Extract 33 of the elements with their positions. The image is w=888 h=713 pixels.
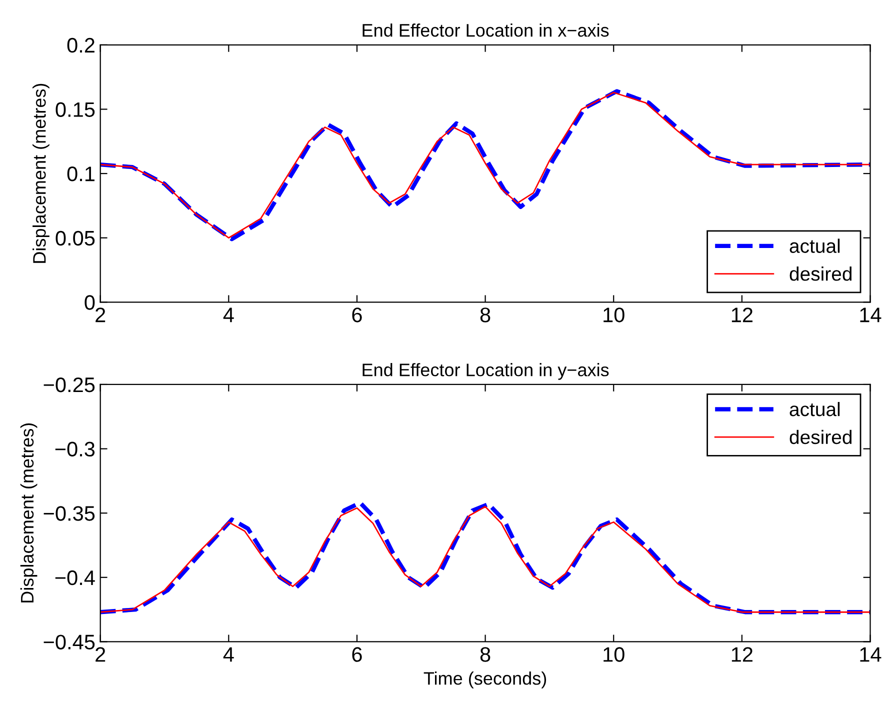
y-tick-label: 0.15 [56,102,95,117]
legend-label: actual [790,238,840,253]
y-tick-label: 0.05 [56,230,95,246]
y-tick-label: −0.25 [44,377,95,392]
legend-label: desired [790,430,852,444]
y-axis-title: Displacement (metres) [20,423,38,602]
x-tick-label: 2 [96,647,106,662]
y-tick-label: 0 [84,295,95,310]
x-tick-label: 14 [860,308,882,322]
x-tick-label: 2 [96,308,106,322]
x-tick-label: 8 [480,308,490,322]
x-tick-label: 8 [480,647,490,662]
x-tick-label: 12 [732,647,752,662]
legend-label: desired [790,266,852,281]
x-tick-label: 6 [352,308,362,322]
x-tick-label: 14 [860,647,882,662]
y-tick-label: −0.45 [44,634,95,650]
x-tick-label: 6 [352,647,362,662]
y-tick-label: 0.1 [67,166,94,182]
y-tick-label: −0.35 [44,506,95,521]
y-tick-label: −0.4 [55,570,95,586]
y-tick-label: −0.3 [55,442,95,457]
x-axis-title: Time (seconds) [424,672,546,688]
chart-title: End Effector Location in x−axis [362,24,609,37]
y-axis-title: Displacement (metres) [32,84,50,263]
x-tick-label: 4 [223,308,234,322]
x-tick-label: 4 [223,647,234,662]
chart-title: End Effector Location in y−axis [362,363,609,380]
y-tick-label: 0.2 [67,38,94,53]
x-tick-label: 10 [604,308,624,322]
legend-label: actual [790,402,840,416]
x-tick-label: 10 [604,647,624,662]
x-tick-label: 12 [732,308,752,322]
